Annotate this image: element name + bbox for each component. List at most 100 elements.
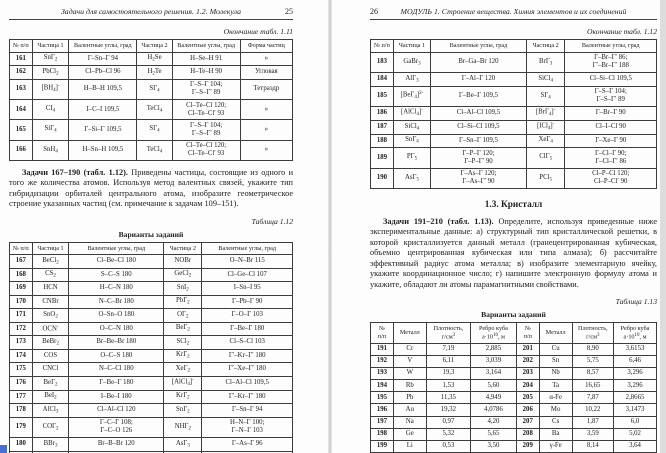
table-cell: BeI2 [31, 389, 70, 405]
section-heading-crystal: 1.3. Кристалл [484, 200, 543, 211]
table-row: 183 GaBr3 Br–Ga–Br 120 BrГ3 Г–Br–Г′ 86; Г′–Br… [370, 51, 657, 74]
column-header: Частица 1 [31, 39, 70, 53]
table-cell: H–Te–H 90 [171, 65, 241, 80]
header-row: № п/п Частица 1 Валентные углы, град Частиц… [9, 241, 293, 256]
running-head-right: МОДУЛЬ 1. Строение вещества. Химия элеме… [370, 7, 657, 21]
table-row: 175 CNCl N–C–Cl 180 XeГ2 Г′–Xe–Г′ 180 [9, 362, 293, 377]
table-cell: H–C–N 180 [68, 281, 165, 296]
table-cell: PbCl2 [31, 65, 70, 80]
table-cell: Ba [538, 427, 573, 441]
table-row: 195 Pb 11,35 4,949 205 α-Fe 7,87 2,8665 [370, 391, 657, 405]
table-row: 193 W 19,3 3,164 203 Nb 8,57 3,296 [370, 366, 657, 381]
column-header: Частица 2 [163, 241, 203, 256]
table-row: 191 Cr 7,19 2,885 201 Cu 8,90 3,6153 [370, 342, 657, 356]
table-row: 165 SiГ4 Г–Si–Г 109,5 SГ4 Г–S–Г 104; Г–S–Г′ 8… [9, 119, 294, 141]
table-cell: 3,1473 [613, 403, 657, 417]
column-header: Валентные углы, град [564, 39, 657, 53]
table-cell: 180 [9, 437, 33, 452]
table-cell: GeCl2 [163, 267, 203, 283]
table-cell: BBr3 [31, 437, 70, 452]
table-cell: OГ2 [163, 308, 203, 323]
page-26: МОДУЛЬ 1. Строение вещества. Химия элеме… [333, 0, 666, 453]
table-cell: SnГ4 [392, 133, 432, 149]
table-cell: S–C–S 180 [68, 267, 165, 283]
table-cell: 175 [9, 362, 33, 377]
table-cell: 199 [370, 439, 394, 453]
table-row: 190 AsГ5 Г–As–Г 120; Г–As–Г′ 90 PCl5 Cl–P–Cl … [370, 167, 657, 190]
table-continuation-caption: Окончание табл. 1.11 [223, 27, 293, 37]
table-cell: H–B–H 109,5 [68, 78, 138, 101]
table-cell: KrГ2 [163, 389, 203, 405]
table-cell: 167 [9, 254, 33, 269]
table-1-12: № п/п Частица 1 Валентные углы, град Частиц… [9, 241, 293, 453]
table-cell: 1,53 [425, 379, 472, 393]
table-cell: CS2 [31, 267, 70, 283]
table-cell: H2Se [136, 51, 173, 67]
table-cell: Г′–Xe–Г′ 180 [201, 362, 293, 377]
table-cell: Г–Xe–Г 90 [564, 133, 657, 149]
table-cell: 7,87 [571, 391, 615, 405]
table-cell: CI4 [31, 99, 70, 121]
table-cell: O–Sn–O 180 [68, 308, 165, 323]
table-cell: Cl–Be–Cl 180 [68, 254, 165, 269]
table-cell: » [239, 119, 294, 141]
table-cell: SnI2 [163, 281, 203, 296]
table-cell: N–C–Cl 180 [68, 362, 165, 377]
column-header: Металл [538, 322, 573, 344]
table-cell: 0,53 [425, 439, 472, 453]
table-row: 168 CS2 S–C–S 180 GeCl2 Cl–Ge–Cl 107 [9, 267, 293, 283]
table-cell: Br–B–Br 120 [68, 437, 165, 452]
table-row: 189 PГ5 Г–P–Г 120; Г–P–Г′ 90 ClГ5 Г–Cl–Г 90; Г… [370, 147, 657, 169]
table-row: 199 Li 0,53 3,50 209 γ-Fe 8,14 3,64 [370, 439, 657, 453]
table-cell: 202 [515, 354, 540, 368]
table-cell: Cl–Te–Cl 120; Cl–Te–Cl′ 93 [171, 99, 241, 121]
table-cell: » [239, 51, 294, 67]
table-cell: Г′–Kr–Г′ 180 [201, 389, 293, 405]
table-1-11: № п/п Частица 1 Валентные углы, град Частиц… [9, 39, 294, 162]
table-cell: 5,02 [613, 427, 657, 441]
table-cell: 163 [9, 78, 33, 101]
table-cell: SГ4 [525, 85, 566, 107]
table-row: 188 SnГ4 Г–Sn–Г 109,5 XeГ4 Г–Xe–Г 90 [370, 133, 657, 149]
table-cell: 170 [9, 294, 33, 310]
table-cell: HCN [31, 281, 70, 296]
table-cell: SiГ4 [31, 119, 70, 141]
table-cell: Cl–Si–Cl 109,5 [430, 119, 527, 135]
table-row: 169 HCN H–C–N 180 SnI2 I–Sn–I 95 [9, 281, 293, 296]
table-cell: SCl2 [163, 335, 203, 350]
table-cell: Г–Be–Г 109,5 [430, 85, 527, 107]
column-header: № п/п [370, 322, 394, 344]
table-cell: [BeГ4]2- [392, 85, 432, 107]
table-cell: 198 [370, 427, 394, 441]
table-cell: H2Te [136, 65, 173, 80]
table-cell: O–N–Br 115 [201, 254, 293, 269]
table-1-12-caption: Таблица 1.12 [251, 216, 293, 226]
table-cell: Cl–P–Cl 120; Cl–P–Cl′ 90 [564, 167, 657, 190]
table-cell: 11,35 [425, 391, 472, 405]
table-cell: TeCl4 [136, 99, 173, 121]
table-cell: Pb [392, 391, 427, 405]
table-row: 177 BeI2 I–Be–I 180 KrГ2 Г′–Kr–Г′ 180 [9, 389, 293, 405]
table-cell: 179 [9, 416, 33, 439]
table-cell: Cr [392, 342, 427, 356]
table-cell: 207 [515, 415, 540, 429]
table-cell: 5,60 [470, 379, 517, 393]
table-row: 171 SnO2 O–Sn–O 180 OГ2 Г–O–Г 103 [9, 308, 293, 323]
table-cell: 176 [9, 375, 33, 391]
table-cell: Г–Sn–Г 94 [68, 51, 138, 67]
table-cell: Г–Be–Г 180 [68, 375, 165, 391]
table-cell: CNBr [31, 294, 70, 310]
table-cell: 201 [515, 342, 540, 356]
page-number-left: 25 [285, 7, 293, 16]
table-cell: H–N–Г 100; Г–N–Г 103 [201, 416, 293, 439]
table-cell: BrГ3 [525, 51, 566, 74]
table-cell: 7,19 [425, 342, 472, 356]
table-cell: AsГ5 [392, 167, 432, 190]
table-cell: Г–Sn–Г 109,5 [430, 133, 527, 149]
table-cell: XeГ2 [163, 362, 203, 377]
table-cell: 190 [370, 167, 394, 190]
tasks-paragraph-text: Приведены частицы, состоящие из одного и… [9, 168, 294, 209]
tasks-167-190-paragraph: Задачи 167–190 (табл. 1.12). Приведены ч… [9, 168, 293, 210]
table-cell: 8,14 [571, 439, 615, 453]
table-cell: 164 [9, 99, 33, 121]
